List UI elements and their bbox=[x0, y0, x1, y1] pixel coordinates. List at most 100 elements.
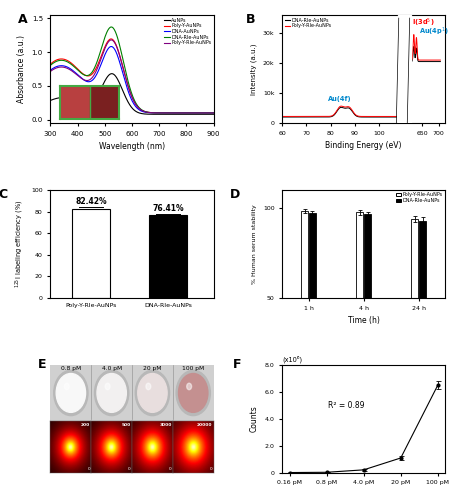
Bar bbox=[50, 365, 91, 419]
Circle shape bbox=[54, 370, 88, 415]
Circle shape bbox=[105, 383, 110, 390]
Poly-Y-RIe-AuNPs bbox=[108, 37, 114, 43]
AuNPs bbox=[145, 111, 151, 117]
Circle shape bbox=[138, 374, 167, 412]
Bar bbox=[132, 365, 173, 419]
DNA-AuNPs bbox=[196, 110, 202, 116]
Bar bbox=[309, 213, 316, 388]
Bar bbox=[356, 212, 364, 388]
AuNPs bbox=[196, 111, 202, 117]
DNA-RIe-AuNPs bbox=[148, 110, 154, 116]
Text: 20 pM: 20 pM bbox=[143, 367, 162, 372]
Poly-Y-AuNPs bbox=[145, 109, 151, 115]
DNA-RIe-AuNPs bbox=[211, 110, 216, 116]
Line: AuNPs: AuNPs bbox=[50, 73, 213, 114]
Text: (x10⁶): (x10⁶) bbox=[282, 355, 302, 363]
X-axis label: Binding Energy (eV): Binding Energy (eV) bbox=[325, 141, 402, 150]
Bar bbox=[173, 365, 213, 419]
Text: D: D bbox=[230, 188, 240, 201]
Circle shape bbox=[97, 374, 126, 412]
Y-axis label: $^{125}$I labeling efficiency (%): $^{125}$I labeling efficiency (%) bbox=[13, 200, 26, 288]
Bar bbox=[149, 215, 187, 298]
Text: Au(4p$^1$): Au(4p$^1$) bbox=[419, 26, 448, 38]
DNA-RIe-AuNPs bbox=[48, 62, 54, 68]
Bar bbox=[411, 219, 419, 388]
Poly-Y-RIe-AuNPs bbox=[186, 110, 191, 116]
DNA-AuNPs bbox=[48, 67, 53, 73]
Poly-Y-AuNPs bbox=[108, 36, 114, 42]
X-axis label: Wavelength (nm): Wavelength (nm) bbox=[99, 142, 165, 151]
Bar bbox=[364, 214, 371, 388]
Bar bbox=[91, 365, 132, 419]
Poly-Y-RIe-AuNPs bbox=[48, 68, 53, 74]
Circle shape bbox=[95, 370, 129, 415]
Y-axis label: Absorbance (a.u.): Absorbance (a.u.) bbox=[17, 35, 26, 103]
AuNPs bbox=[146, 111, 151, 117]
Line: DNA-AuNPs: DNA-AuNPs bbox=[50, 47, 213, 113]
Poly-Y-AuNPs bbox=[146, 109, 151, 115]
DNA-RIe-AuNPs bbox=[48, 62, 53, 68]
Text: 82.42%: 82.42% bbox=[75, 197, 106, 206]
Text: 100 pM: 100 pM bbox=[182, 367, 204, 372]
Line: Poly-Y-AuNPs: Poly-Y-AuNPs bbox=[50, 39, 213, 113]
Y-axis label: Intensity (a.u.): Intensity (a.u.) bbox=[251, 43, 257, 95]
AuNPs bbox=[211, 111, 216, 117]
Legend: Poly-Y-RIe-AuNPs, DNA-RIe-AuNPs: Poly-Y-RIe-AuNPs, DNA-RIe-AuNPs bbox=[397, 193, 443, 203]
Poly-Y-AuNPs bbox=[211, 110, 216, 116]
AuNPs bbox=[148, 111, 154, 117]
Poly-Y-RIe-AuNPs bbox=[145, 109, 151, 115]
Text: F: F bbox=[233, 359, 242, 371]
AuNPs bbox=[48, 97, 54, 103]
DNA-AuNPs bbox=[145, 110, 151, 116]
Y-axis label: Counts: Counts bbox=[250, 405, 259, 432]
Poly-Y-AuNPs bbox=[148, 110, 154, 116]
Text: 4.0 pM: 4.0 pM bbox=[101, 367, 122, 372]
Text: R² = 0.89: R² = 0.89 bbox=[328, 401, 364, 410]
Poly-Y-AuNPs bbox=[196, 110, 202, 116]
Poly-Y-RIe-AuNPs bbox=[196, 110, 202, 116]
DNA-RIe-AuNPs bbox=[146, 109, 151, 115]
Poly-Y-RIe-AuNPs bbox=[48, 68, 54, 74]
Poly-Y-AuNPs bbox=[48, 60, 54, 66]
Y-axis label: % Human serum stability: % Human serum stability bbox=[252, 204, 257, 284]
Legend: DNA-RIe-AuNPs, Poly-Y-RIe-AuNPs: DNA-RIe-AuNPs, Poly-Y-RIe-AuNPs bbox=[285, 18, 332, 28]
DNA-RIe-AuNPs bbox=[196, 110, 202, 116]
Legend: AuNPs, Poly-Y-AuNPs, DNA-AuNPs, DNA-RIe-AuNPs, Poly-Y-RIe-AuNPs: AuNPs, Poly-Y-AuNPs, DNA-AuNPs, DNA-RIe-… bbox=[164, 18, 211, 45]
Poly-Y-RIe-AuNPs bbox=[146, 109, 151, 115]
Text: E: E bbox=[38, 359, 46, 371]
DNA-AuNPs bbox=[148, 110, 154, 116]
Poly-Y-RIe-AuNPs bbox=[148, 110, 154, 116]
Bar bbox=[301, 211, 308, 388]
Bar bbox=[397, 15, 411, 123]
DNA-AuNPs bbox=[146, 110, 151, 116]
Circle shape bbox=[56, 374, 85, 412]
DNA-AuNPs bbox=[108, 44, 114, 50]
Line: DNA-RIe-AuNPs: DNA-RIe-AuNPs bbox=[50, 27, 213, 113]
Bar bbox=[419, 220, 426, 388]
Text: Au(4f): Au(4f) bbox=[328, 97, 352, 103]
Text: B: B bbox=[246, 13, 256, 26]
Circle shape bbox=[146, 383, 151, 390]
Bar bbox=[72, 209, 110, 298]
Line: Poly-Y-RIe-AuNPs: Poly-Y-RIe-AuNPs bbox=[50, 40, 213, 113]
Text: C: C bbox=[0, 188, 7, 201]
Circle shape bbox=[187, 383, 191, 390]
X-axis label: Time (h): Time (h) bbox=[348, 316, 380, 325]
DNA-AuNPs bbox=[211, 110, 216, 116]
Circle shape bbox=[64, 383, 69, 390]
Poly-Y-AuNPs bbox=[186, 110, 191, 116]
Poly-Y-AuNPs bbox=[48, 61, 53, 67]
Poly-Y-RIe-AuNPs bbox=[211, 110, 216, 116]
DNA-RIe-AuNPs bbox=[108, 24, 114, 30]
DNA-RIe-AuNPs bbox=[186, 110, 191, 116]
Text: I(3d$^5$): I(3d$^5$) bbox=[412, 17, 435, 29]
AuNPs bbox=[186, 111, 191, 117]
DNA-AuNPs bbox=[186, 110, 191, 116]
Circle shape bbox=[135, 370, 169, 415]
AuNPs bbox=[48, 98, 53, 104]
Text: A: A bbox=[18, 13, 28, 26]
DNA-RIe-AuNPs bbox=[145, 109, 151, 115]
AuNPs bbox=[109, 70, 114, 76]
Text: 0.8 pM: 0.8 pM bbox=[61, 367, 81, 372]
Circle shape bbox=[176, 370, 210, 415]
